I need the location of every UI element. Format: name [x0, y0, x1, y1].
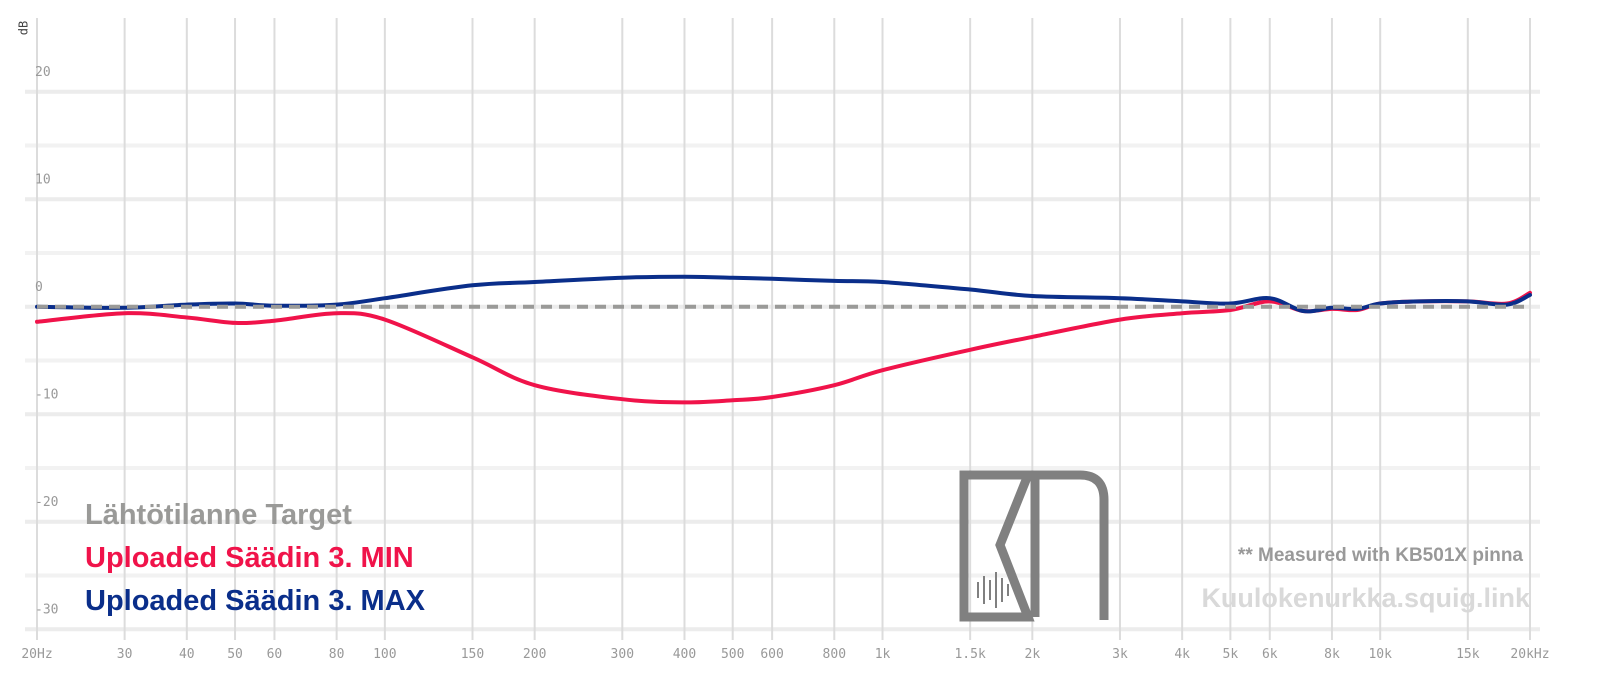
x-tick-label: 4k: [1174, 647, 1190, 662]
y-tick-label: 10: [35, 172, 51, 187]
x-tick-label: 40: [179, 647, 195, 662]
x-tick-label: 15k: [1456, 647, 1480, 662]
annotation: ** Measured with KB501X pinna: [1238, 545, 1524, 566]
x-tick-label: 2k: [1025, 647, 1041, 662]
x-tick-label: 8k: [1324, 647, 1340, 662]
x-tick-label: 10k: [1368, 647, 1392, 662]
x-tick-label: 150: [461, 647, 484, 662]
x-tick-label: 400: [673, 647, 696, 662]
legend-label: Lähtötilanne Target: [85, 499, 352, 531]
x-tick-label: 500: [721, 647, 744, 662]
legend-label: Uploaded Säädin 3. MIN: [85, 542, 414, 574]
x-tick-label: 800: [823, 647, 846, 662]
y-axis-label: dB: [17, 21, 31, 35]
y-tick-label: 0: [35, 280, 43, 295]
x-tick-label: 3k: [1112, 647, 1128, 662]
legend-label: Uploaded Säädin 3. MAX: [85, 585, 426, 617]
x-tick-label: 60: [267, 647, 283, 662]
logo: [959, 470, 1109, 622]
x-tick-label: 30: [117, 647, 133, 662]
x-tick-label: 600: [760, 647, 783, 662]
grid: [25, 18, 1540, 640]
x-tick-label: 20Hz: [21, 647, 52, 662]
x-tick-label: 200: [523, 647, 546, 662]
x-tick-label: 300: [611, 647, 634, 662]
x-tick-label: 5k: [1223, 647, 1239, 662]
y-tick-label: -20: [35, 495, 58, 510]
x-tick-label: 1.5k: [954, 647, 985, 662]
x-tick-label: 50: [227, 647, 243, 662]
series-line: [35, 290, 1532, 405]
x-tick-label: 20kHz: [1510, 647, 1549, 662]
x-tick-label: 100: [373, 647, 396, 662]
watermark: Kuulokenurkka.squig.link: [1201, 583, 1531, 613]
x-tick-label: 6k: [1262, 647, 1278, 662]
y-tick-label: -30: [35, 602, 58, 617]
x-tick-label: 80: [329, 647, 345, 662]
y-tick-label: 20: [35, 65, 51, 80]
x-tick-label: 1k: [875, 647, 891, 662]
y-tick-label: -10: [35, 387, 58, 402]
